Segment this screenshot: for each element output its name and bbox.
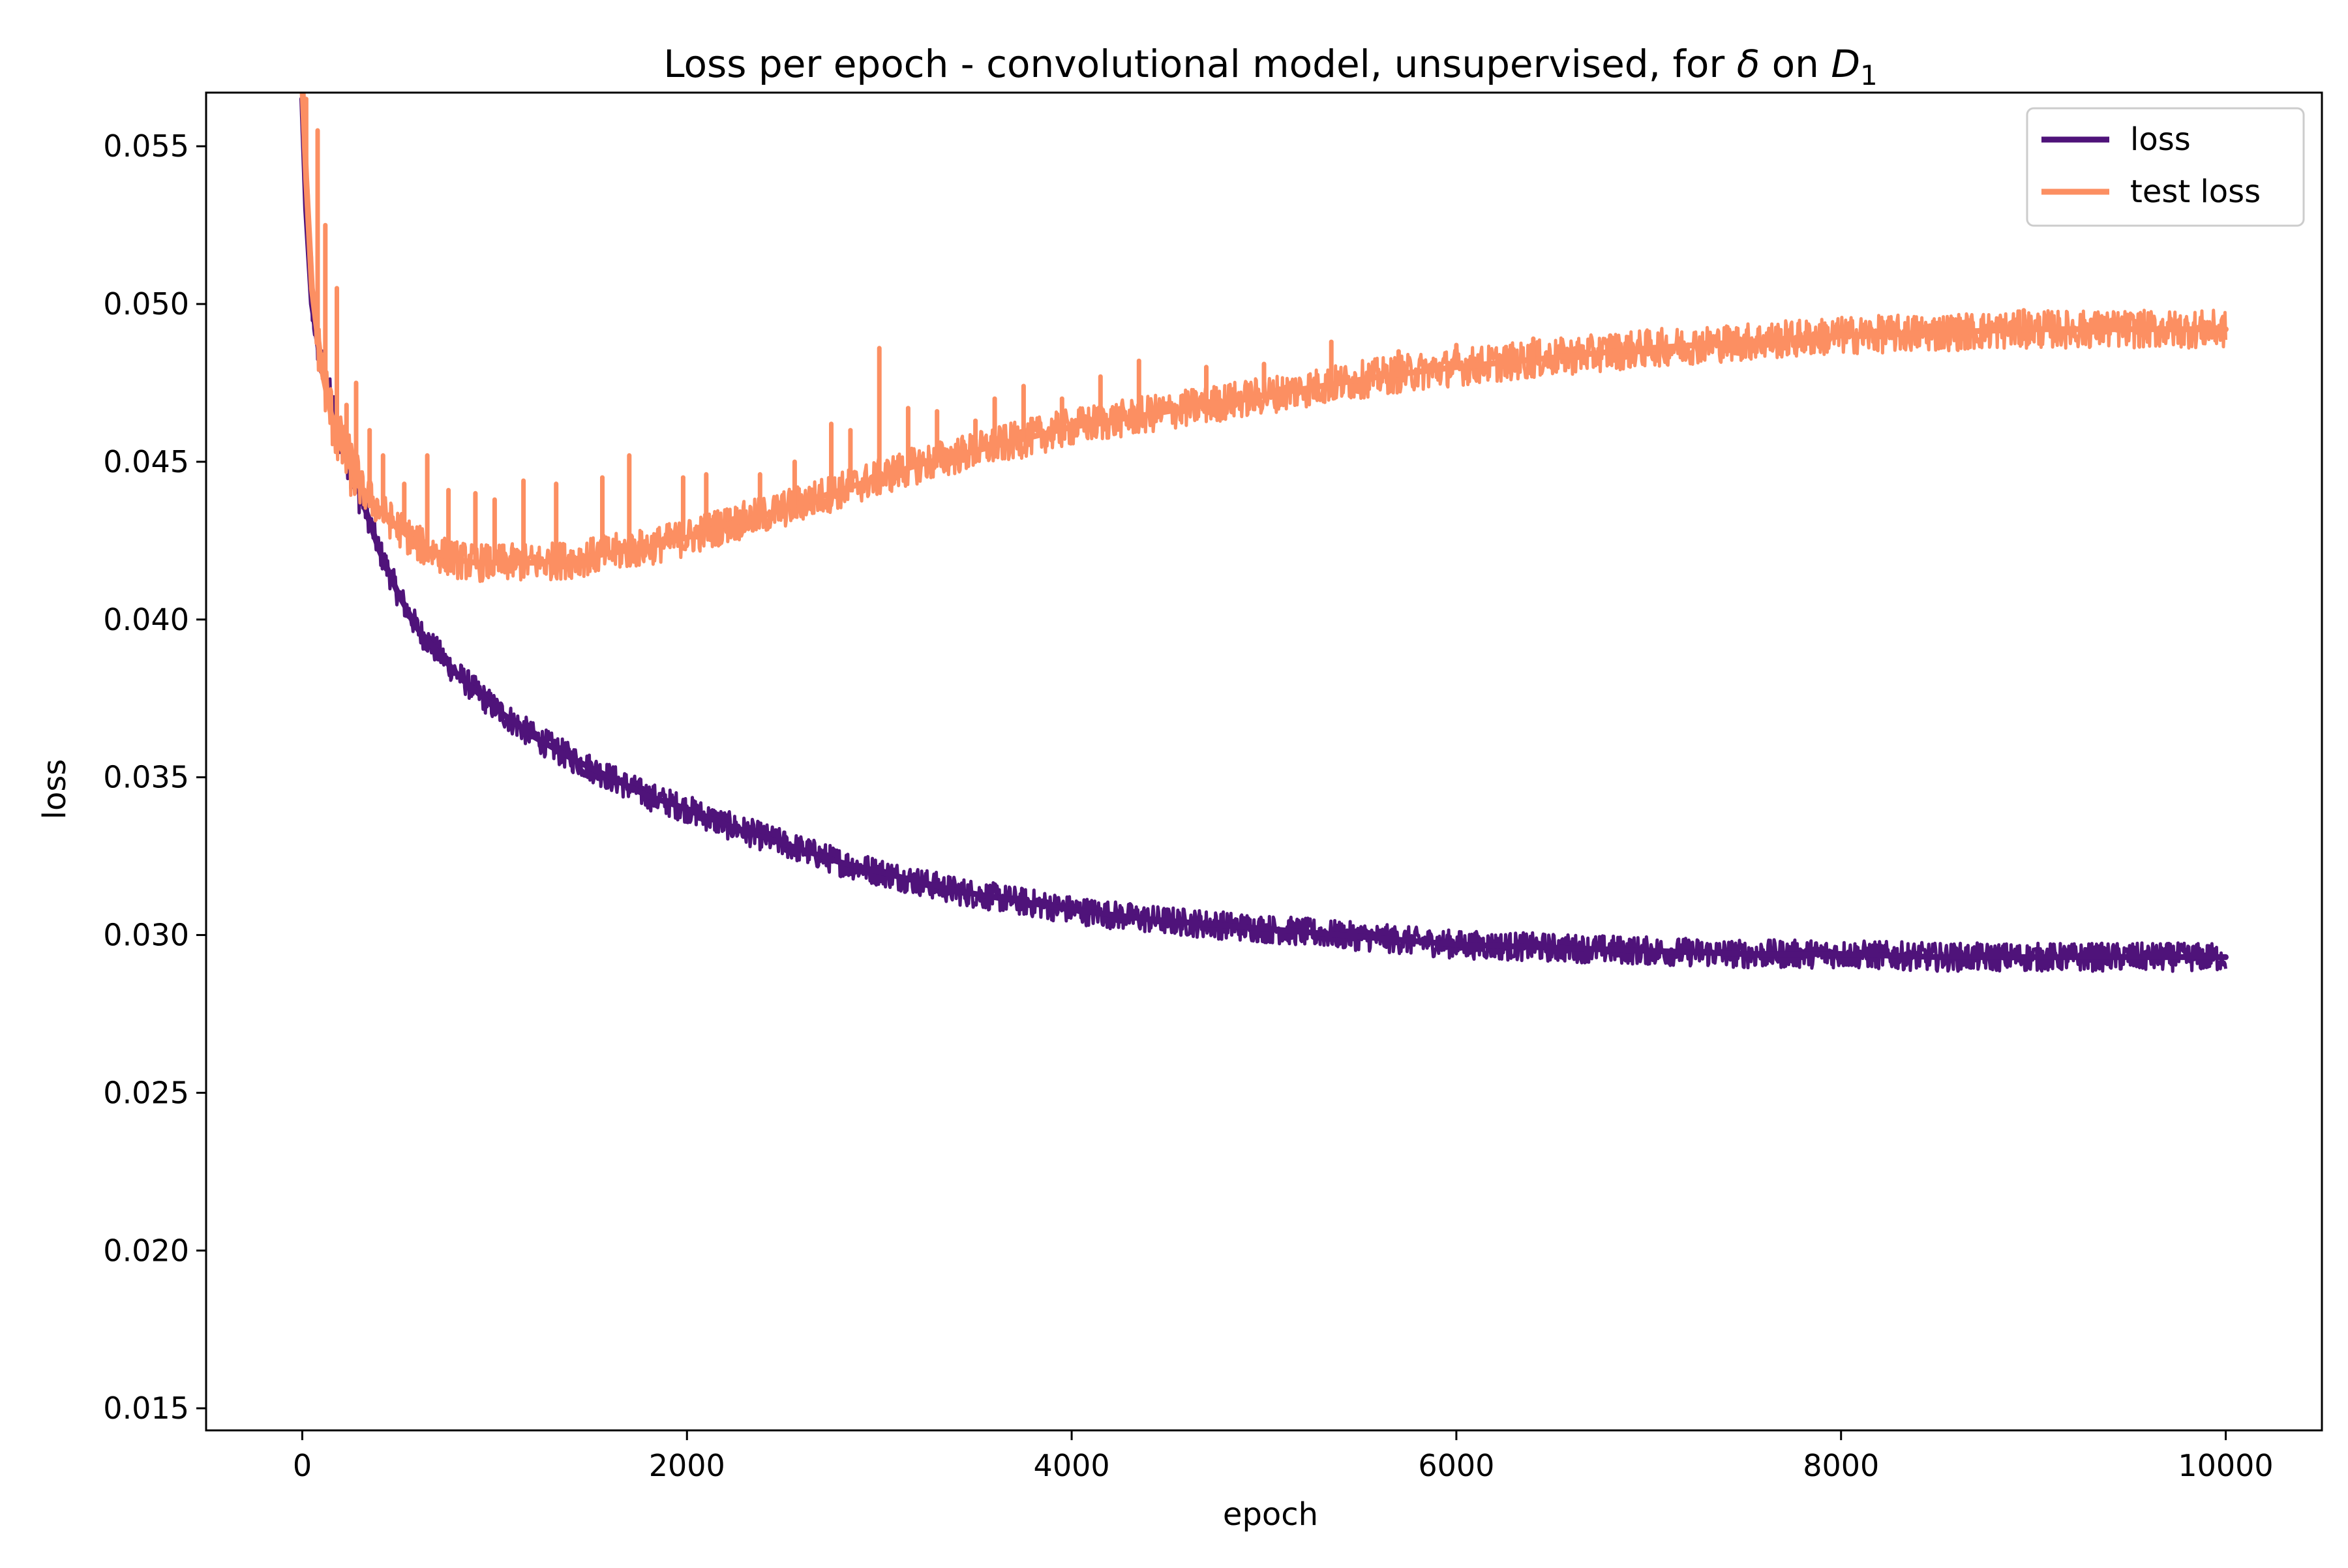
legend-label: test loss — [2130, 173, 2261, 210]
series-loss — [299, 93, 2229, 973]
y-tick-label: 0.025 — [103, 1075, 189, 1110]
legend-item: loss — [2041, 121, 2191, 158]
x-tick-label: 8000 — [1803, 1448, 1879, 1483]
x-tick-label: 6000 — [1418, 1448, 1494, 1483]
y-tick-label: 0.030 — [103, 918, 189, 953]
title-prefix: Loss per epoch - convolutional model, un… — [663, 42, 1736, 86]
legend: loss test loss — [2026, 107, 2305, 227]
title-middle: on — [1760, 42, 1831, 86]
title-variable: D — [1831, 42, 1860, 86]
x-tick-label: 0 — [293, 1448, 312, 1483]
y-axis-label: loss — [37, 759, 73, 820]
x-tick-label: 4000 — [1034, 1448, 1110, 1483]
series-line-loss — [299, 96, 2229, 960]
series-line-test-loss — [299, 93, 2229, 566]
y-tick-label: 0.050 — [103, 286, 189, 322]
y-tick-label: 0.020 — [103, 1233, 189, 1268]
title-subscript: 1 — [1860, 59, 1878, 91]
y-tick-label: 0.035 — [103, 760, 189, 795]
legend-item: test loss — [2041, 173, 2261, 210]
series-test-loss — [299, 93, 2229, 583]
series-layer — [299, 93, 2229, 973]
y-tick-label: 0.055 — [103, 128, 189, 164]
chart-title: Loss per epoch - convolutional model, un… — [663, 42, 1877, 91]
plot-frame — [205, 91, 2323, 1432]
x-tick-label: 10000 — [2178, 1448, 2273, 1483]
title-symbol: δ — [1737, 42, 1760, 86]
legend-label: loss — [2130, 121, 2191, 158]
y-tick-label: 0.045 — [103, 444, 189, 479]
y-tick-label: 0.040 — [103, 602, 189, 637]
y-tick-label: 0.015 — [103, 1391, 189, 1426]
x-tick-label: 2000 — [649, 1448, 725, 1483]
axes-layer: 0 2000 4000 6000 8000 10000 0.015 0.020 0.025 0.0… — [103, 91, 2323, 1483]
x-axis-label: epoch — [1223, 1496, 1318, 1533]
